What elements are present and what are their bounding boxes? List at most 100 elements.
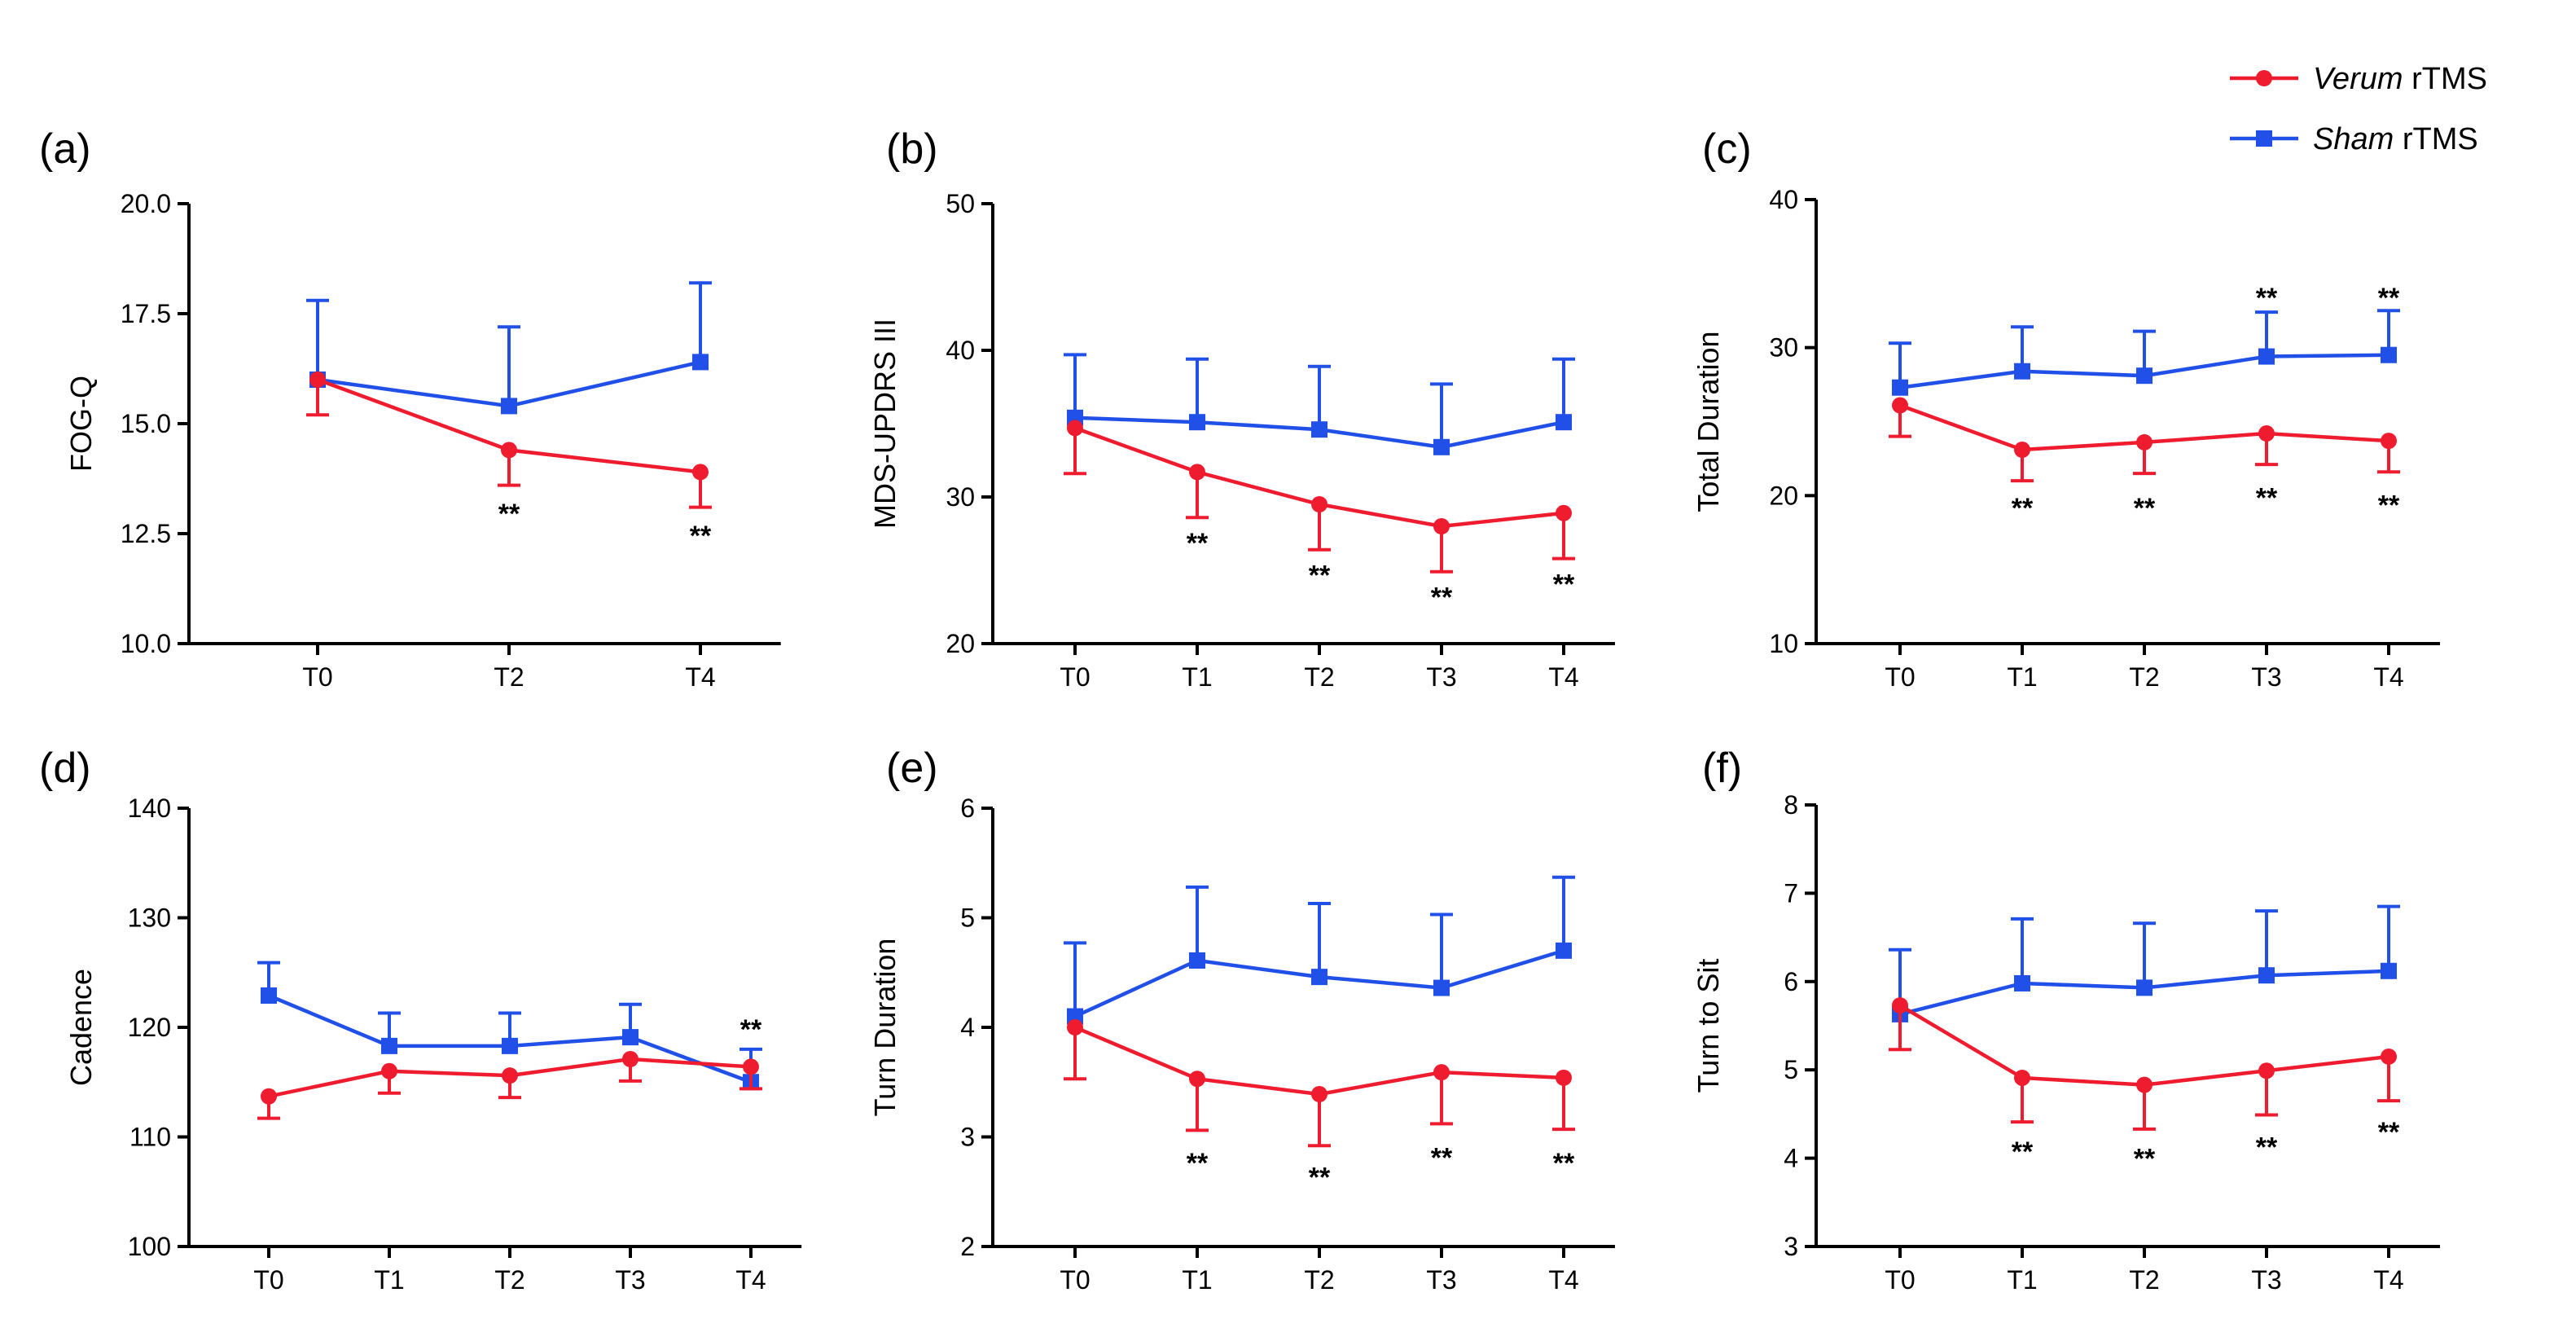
data-point — [1189, 952, 1205, 969]
data-point — [2014, 442, 2030, 459]
x-tick-label: T4 — [2373, 662, 2403, 692]
x-tick-label: T0 — [1060, 662, 1090, 692]
x-tick-label: T0 — [302, 662, 332, 692]
x-tick-label: T0 — [253, 1265, 283, 1295]
y-tick-label: 5 — [1784, 1055, 1798, 1084]
y-axis-label: FOG-Q — [64, 376, 98, 472]
legend-marker — [2256, 70, 2272, 86]
series-verum — [306, 372, 712, 509]
x-tick-label: T1 — [1182, 1265, 1212, 1295]
series-verum — [1889, 997, 2400, 1131]
data-point — [502, 1037, 518, 1054]
data-point — [2381, 346, 2397, 363]
x-tick-label: T4 — [1548, 662, 1578, 692]
legend-entry: Verum rTMS — [2230, 62, 2487, 96]
x-tick-label: T3 — [2251, 1265, 2281, 1295]
y-tick-label: 6 — [1784, 967, 1798, 996]
significance-marker: ** — [2256, 1132, 2278, 1163]
data-point — [2014, 974, 2030, 991]
significance-marker: ** — [1553, 1148, 1575, 1179]
data-point — [309, 372, 326, 388]
legend-label-rest: rTMS — [2394, 122, 2477, 156]
data-point — [1189, 1071, 1205, 1088]
x-tick-label: T0 — [1885, 1265, 1915, 1295]
data-point — [381, 1062, 397, 1079]
x-tick-label: T3 — [1426, 1265, 1456, 1295]
legend-label-italic: Verum — [2313, 62, 2403, 96]
series-verum — [257, 1051, 762, 1120]
legend-label: Verum rTMS — [2313, 62, 2487, 96]
x-tick-label: T3 — [1426, 662, 1456, 692]
data-point — [1311, 969, 1327, 986]
x-tick-label: T1 — [374, 1265, 404, 1295]
significance-marker: ** — [1187, 528, 1209, 559]
data-point — [1189, 414, 1205, 431]
data-point — [1556, 414, 1572, 431]
series-verum — [1889, 397, 2400, 483]
series-verum — [1064, 420, 1575, 574]
y-tick-label: 17.5 — [121, 299, 171, 328]
y-tick-label: 7 — [1784, 878, 1798, 908]
data-point — [2136, 367, 2153, 385]
significance-marker: ** — [1309, 1163, 1331, 1194]
y-axis-label: Cadence — [64, 969, 98, 1086]
y-tick-label: 3 — [960, 1123, 975, 1152]
y-tick-label: 40 — [946, 336, 975, 365]
data-point — [2258, 967, 2275, 984]
y-tick-label: 6 — [960, 794, 975, 823]
y-tick-label: 110 — [129, 1123, 171, 1152]
y-tick-label: 140 — [128, 794, 171, 823]
y-tick-label: 10 — [1769, 629, 1798, 658]
data-point — [1067, 1019, 1083, 1035]
series-line — [1898, 1004, 2389, 1087]
y-tick-label: 40 — [1769, 185, 1798, 214]
x-tick-label: T1 — [2007, 662, 2037, 692]
x-tick-label: T3 — [615, 1265, 645, 1295]
significance-marker: ** — [2134, 1143, 2156, 1174]
data-point — [1311, 496, 1327, 512]
y-tick-label: 20.0 — [121, 189, 171, 218]
x-tick-label: T0 — [1885, 662, 1915, 692]
x-tick-label: T1 — [2007, 1265, 2037, 1295]
data-point — [622, 1029, 639, 1046]
y-axis-label: MDS-UPDRS III — [868, 319, 902, 529]
y-tick-label: 50 — [946, 189, 975, 218]
significance-marker: ** — [740, 1014, 762, 1045]
data-point — [501, 398, 517, 415]
series-sham — [1064, 353, 1575, 455]
y-tick-label: 12.5 — [121, 519, 171, 548]
data-point — [2014, 363, 2030, 380]
panel-label: (b) — [886, 125, 938, 173]
data-point — [1433, 979, 1450, 996]
data-point — [1556, 1069, 1572, 1086]
significance-marker: ** — [690, 521, 712, 552]
series-line — [1074, 1025, 1564, 1097]
data-point — [261, 1088, 277, 1105]
data-point — [2258, 348, 2275, 365]
y-tick-label: 120 — [128, 1013, 171, 1042]
y-tick-label: 100 — [128, 1232, 171, 1261]
series-sham — [306, 281, 712, 415]
data-point — [1189, 464, 1205, 481]
panel-label: (f) — [1702, 745, 1742, 792]
series-sham — [1064, 875, 1575, 1025]
data-point — [1311, 1086, 1327, 1103]
significance-marker: ** — [498, 499, 520, 530]
significance-marker: ** — [2012, 493, 2034, 524]
series-sham — [1889, 309, 2400, 396]
legend-label-italic: Sham — [2313, 122, 2394, 156]
x-tick-label: T4 — [685, 662, 715, 692]
y-axis-label: Turn Duration — [868, 939, 902, 1117]
data-point — [1433, 438, 1450, 455]
x-tick-label: T2 — [494, 1265, 524, 1295]
significance-marker: ** — [2256, 283, 2278, 314]
panel-d: (d) 100 110 120 130 140 T0 T1 T2 T3 T4 Cadence ** — [39, 745, 802, 1295]
y-axis-label: Turn to Sit — [1692, 959, 1725, 1093]
panel-label: (e) — [886, 745, 938, 792]
y-tick-label: 2 — [960, 1232, 975, 1261]
y-tick-label: 130 — [128, 904, 171, 933]
panel-f: (f) 3 4 5 6 7 8 T0 T1 T2 T3 T4 Turn to Sit ** ** ** ** — [1692, 745, 2440, 1295]
data-point — [1433, 518, 1450, 534]
x-tick-label: T4 — [1548, 1265, 1578, 1295]
